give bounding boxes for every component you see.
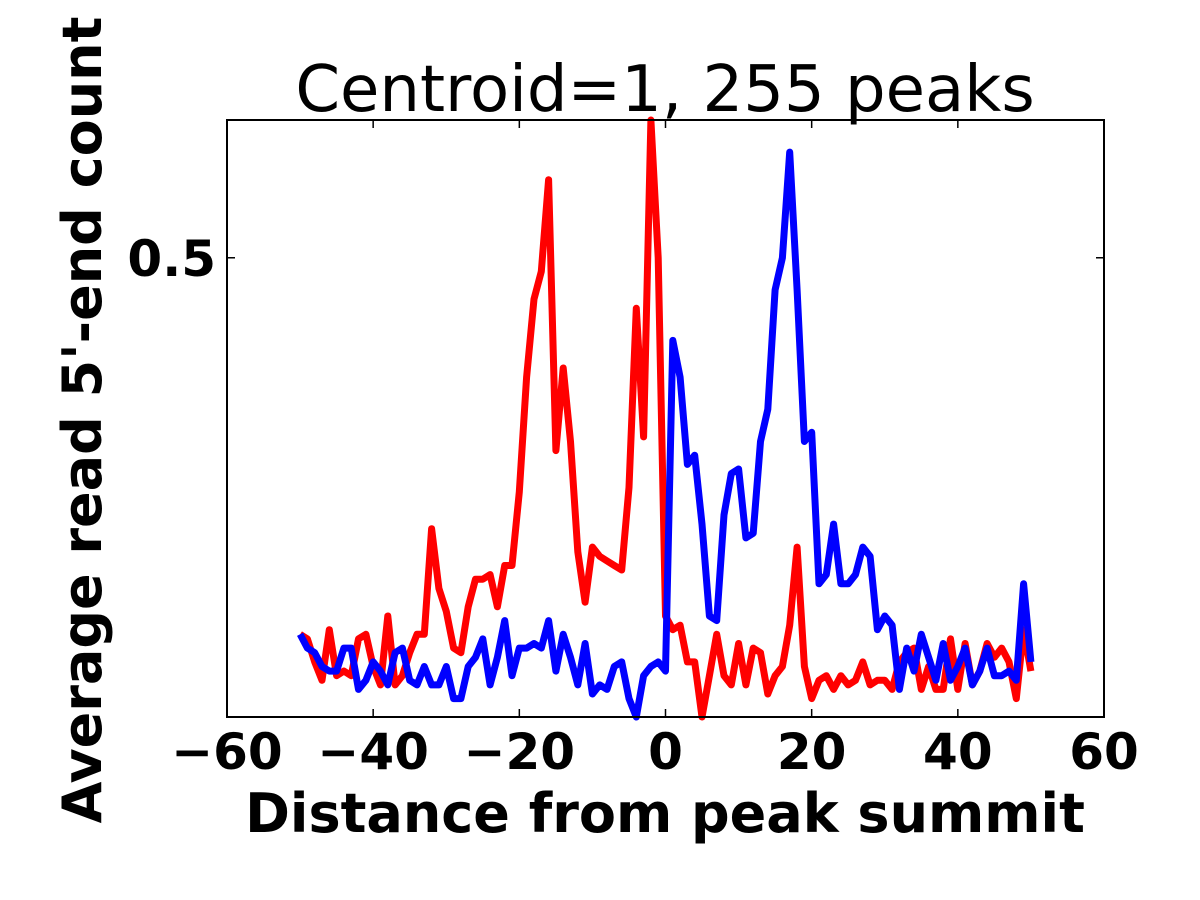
x-tick-label: −60 <box>171 723 282 781</box>
chart-title: Centroid=1, 255 peaks <box>295 53 1034 127</box>
x-tick-label: 20 <box>777 723 847 781</box>
x-axis-ticks: −60 −40 −20 0 20 40 60 <box>171 120 1139 781</box>
y-axis-label: Average read 5'-end count <box>51 17 114 824</box>
y-axis-ticks: 0.5 <box>127 230 1104 288</box>
x-tick-label: 60 <box>1069 723 1139 781</box>
y-tick-label: 0.5 <box>127 230 216 288</box>
series-line-2 <box>297 148 1035 721</box>
plot-series-group <box>297 116 1035 721</box>
x-tick-label: −40 <box>317 723 428 781</box>
x-tick-label: 0 <box>648 723 683 781</box>
x-axis-label: Distance from peak summit <box>245 782 1085 845</box>
x-tick-label: 40 <box>923 723 993 781</box>
x-tick-label: −20 <box>464 723 575 781</box>
